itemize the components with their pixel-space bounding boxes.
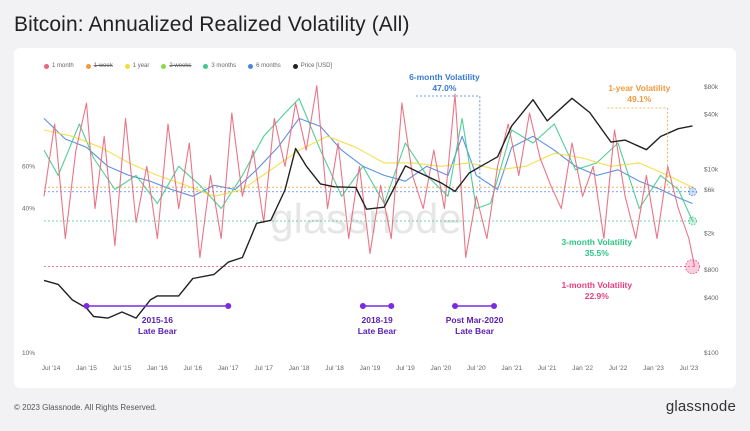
- label-1m-title: 1-month Volatility: [561, 280, 632, 290]
- current-value-marker: [688, 216, 697, 226]
- legend-label: Price [USD]: [300, 63, 333, 69]
- legend-swatch: [85, 63, 91, 69]
- legend-label: 1 month: [52, 63, 74, 69]
- legend-item[interactable]: Price [USD]: [292, 63, 333, 69]
- series-line: [43, 129, 693, 197]
- annotation-sublabel: Late Bear: [358, 326, 397, 336]
- x-tick-label: Jan '15: [76, 365, 97, 372]
- label-3m-title: 3-month Volatility: [561, 237, 632, 247]
- y-right-tick-label: $40k: [704, 111, 719, 118]
- y-left-tick-label: 60%: [22, 163, 35, 170]
- x-tick-label: Jul '14: [42, 365, 61, 372]
- y-right-tick-label: $6k: [704, 187, 715, 194]
- annotation-range-start: [452, 303, 459, 309]
- x-tick-label: Jul '20: [467, 365, 486, 372]
- y-right-tick-label: $80k: [704, 84, 719, 91]
- label-6m-title: 6-month Volatility: [409, 72, 480, 82]
- x-tick-label: Jul '15: [113, 365, 132, 372]
- x-tick-label: Jul '22: [609, 365, 628, 372]
- callout-bracket-1y: [607, 107, 669, 188]
- y-right-tick-label: $100: [704, 350, 719, 357]
- series-line: [43, 97, 693, 319]
- annotation-label: 2018-19: [361, 315, 392, 325]
- legend-item[interactable]: 1 week: [85, 63, 113, 69]
- x-tick-label: Jul '21: [538, 365, 557, 372]
- legend-swatch: [203, 63, 209, 69]
- x-tick-label: Jul '18: [325, 365, 344, 372]
- annotation-range-end: [225, 303, 232, 309]
- label-3m-value: 35.5%: [585, 248, 610, 258]
- annotation-label: 2015-16: [142, 315, 173, 325]
- y-right-tick-label: $10k: [704, 167, 719, 174]
- chart-legend: 1 month 1 week 1 year 2 weeks 3 months 6 mont…: [44, 63, 332, 69]
- legend-item[interactable]: 3 months: [203, 63, 236, 69]
- annotation-sublabel: Late Bear: [455, 326, 494, 336]
- y-right-tick-label: $400: [704, 295, 719, 302]
- footer-brand-logo: glassnode: [665, 398, 736, 415]
- x-tick-label: Jan '18: [289, 365, 310, 372]
- annotation-range-start: [83, 303, 90, 309]
- annotation-range-start: [359, 303, 366, 309]
- label-1y-value: 49.1%: [627, 94, 652, 104]
- label-1m-value: 22.9%: [585, 291, 610, 301]
- x-tick-label: Jul '16: [184, 365, 203, 372]
- x-tick-label: Jan '20: [430, 365, 451, 372]
- y-left-tick-label: 40%: [22, 206, 35, 213]
- annotation-label: Post Mar-2020: [446, 315, 504, 325]
- legend-swatch: [44, 63, 49, 69]
- legend-item[interactable]: 2 weeks: [161, 63, 191, 69]
- legend-label: 1 year: [132, 63, 150, 69]
- x-tick-label: Jan '22: [572, 365, 593, 372]
- legend-swatch: [292, 63, 298, 69]
- legend-item[interactable]: 6 months: [248, 63, 281, 69]
- legend-label: 2 weeks: [169, 63, 192, 69]
- annotation-range-end: [388, 303, 395, 309]
- y-right-tick-label: $2k: [704, 231, 715, 238]
- current-value-marker: [685, 259, 700, 275]
- legend-label: 6 months: [256, 63, 281, 69]
- x-tick-label: Jan '19: [360, 365, 381, 372]
- legend-swatch: [124, 63, 130, 69]
- legend-swatch: [248, 63, 254, 69]
- x-tick-label: Jan '21: [501, 365, 522, 372]
- x-tick-label: Jan '23: [643, 365, 664, 372]
- series-line: [43, 97, 694, 222]
- page-title: Bitcoin: Annualized Realized Volatility …: [14, 13, 410, 36]
- callout-bracket-6m: [416, 95, 481, 192]
- y-right-tick-label: $800: [704, 267, 719, 274]
- x-tick-label: Jan '17: [218, 365, 239, 372]
- annotation-sublabel: Late Bear: [138, 326, 177, 336]
- legend-item[interactable]: 1 year: [124, 63, 150, 69]
- legend-item[interactable]: 1 month: [44, 63, 74, 69]
- label-1y-title: 1-year Volatility: [608, 83, 670, 93]
- legend-swatch: [161, 63, 167, 69]
- x-tick-label: Jul '23: [680, 365, 699, 372]
- x-tick-label: Jan '16: [147, 365, 168, 372]
- footer-copyright: © 2023 Glassnode. All Rights Reserved.: [14, 403, 157, 412]
- y-left-tick-label: 10%: [22, 350, 35, 357]
- current-value-marker: [688, 187, 697, 197]
- legend-label: 3 months: [211, 63, 237, 69]
- legend-label: 1 week: [93, 63, 113, 69]
- series-line: [43, 85, 696, 267]
- x-tick-label: Jul '17: [254, 365, 273, 372]
- label-6m-value: 47.0%: [432, 83, 457, 93]
- annotation-range-end: [491, 303, 498, 309]
- series-line: [43, 117, 693, 205]
- x-tick-label: Jul '19: [396, 365, 415, 372]
- chart-card: 1 month 1 week 1 year 2 weeks 3 months 6 mont…: [14, 48, 736, 388]
